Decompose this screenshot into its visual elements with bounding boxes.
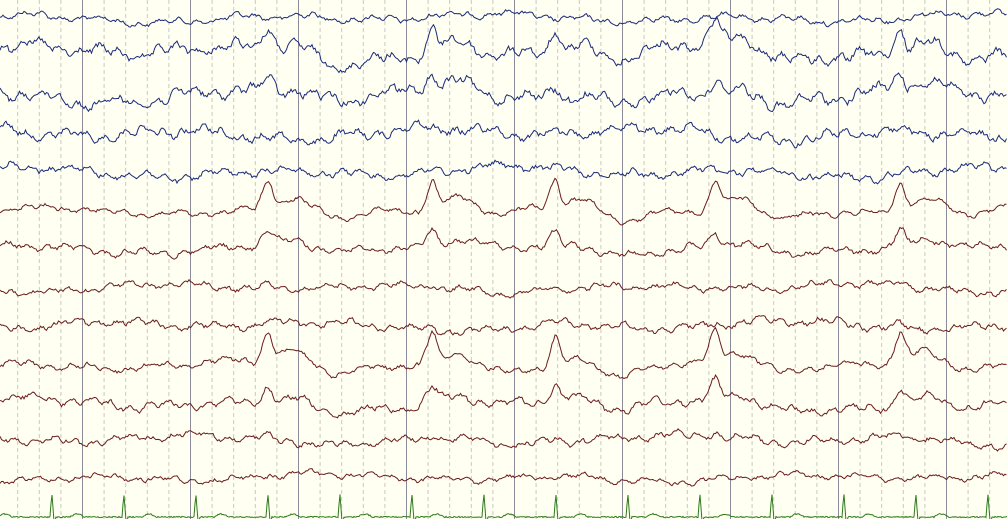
eeg-trace — [0, 8, 1007, 28]
eeg-trace — [0, 374, 1007, 419]
eeg-trace — [0, 72, 1007, 113]
eeg-trace — [0, 468, 1007, 487]
eeg-trace — [0, 226, 1007, 260]
eeg-trace — [0, 278, 1007, 299]
eeg-trace — [0, 315, 1007, 336]
time-grid — [17, 0, 991, 519]
eeg-trace — [0, 177, 1007, 226]
eeg-trace — [0, 159, 1007, 185]
ecg-trace — [0, 494, 1007, 519]
eeg-trace — [0, 16, 1007, 74]
traces — [0, 8, 1007, 519]
eeg-trace — [0, 428, 1007, 452]
eeg-trace — [0, 119, 1007, 149]
eeg-trace — [0, 326, 1007, 380]
